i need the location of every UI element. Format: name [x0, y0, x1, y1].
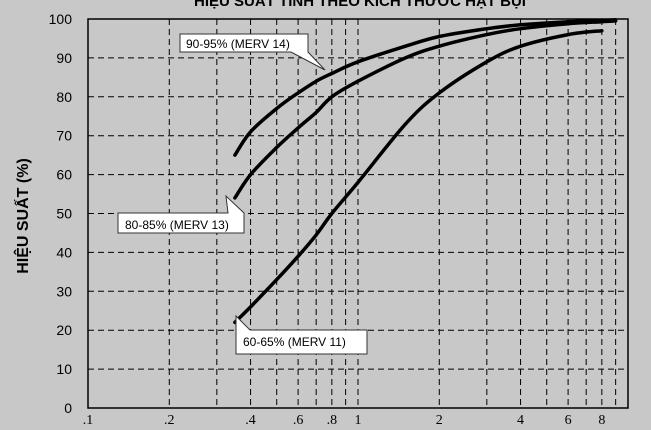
callout-merv14: 90-95% (MERV 14): [179, 33, 326, 71]
callout-box-merv14: [179, 33, 326, 71]
x-tick-label: 4: [517, 413, 524, 428]
x-tick-label: 8: [598, 413, 605, 428]
y-tick-label: 100: [49, 11, 73, 27]
callout-box-merv11: [235, 314, 368, 355]
callout-merv13: 80-85% (MERV 13): [117, 194, 245, 234]
x-tick-label: .1: [83, 413, 94, 428]
legend-callouts: 90-95% (MERV 14) 80-85% (MERV 13) 60-65%…: [117, 33, 368, 355]
series-line-2: [233, 28, 604, 325]
x-tick-label: 1: [355, 413, 362, 428]
series-layer: [233, 18, 618, 325]
x-tick-label: .4: [245, 413, 256, 428]
series-line-1: [233, 19, 618, 200]
callout-label-merv11: 60-65% (MERV 11): [243, 335, 346, 349]
y-tick-label: 0: [64, 400, 72, 416]
y-tick-label: 30: [56, 283, 72, 299]
y-tick-label: 90: [56, 50, 72, 66]
x-tick-label: .2: [164, 413, 175, 428]
y-axis-label: HIỆU SUẤT (%): [13, 158, 32, 274]
x-tick-label: .8: [327, 413, 338, 428]
y-tick-label: 70: [56, 128, 72, 144]
y-tick-label: 80: [56, 89, 72, 105]
x-tick-label: .6: [293, 413, 304, 428]
x-tick-label: 2: [436, 413, 443, 428]
y-tick-label: 10: [56, 361, 72, 377]
callout-label-merv13: 80-85% (MERV 13): [125, 218, 229, 232]
x-tick-label: 6: [565, 413, 572, 428]
chart-title: HIỆU SUẤT TÍNH THEO KÍCH THƯỚC HẠT BỤI: [194, 0, 526, 10]
y-tick-label: 60: [56, 167, 72, 183]
callout-box-merv13: [117, 194, 245, 234]
y-tick-label: 50: [56, 206, 72, 222]
y-tick-label: 20: [56, 322, 72, 338]
callout-merv11: 60-65% (MERV 11): [235, 314, 368, 355]
y-tick-label: 40: [56, 244, 72, 260]
callout-label-merv14: 90-95% (MERV 14): [186, 37, 290, 51]
series-line-0: [233, 18, 618, 157]
